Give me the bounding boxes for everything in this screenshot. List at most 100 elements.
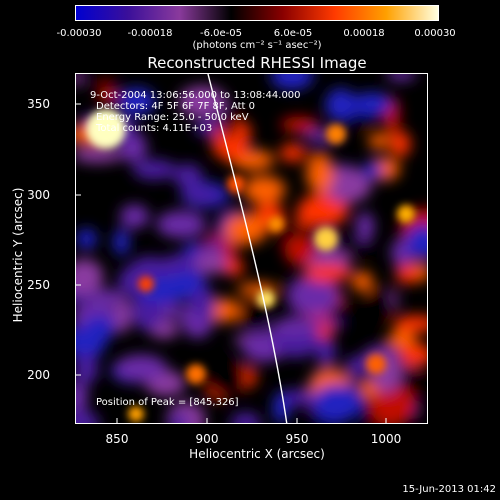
intensity-blob [367,286,395,320]
intensity-blob [352,271,373,293]
colorbar-tick: -0.00018 [127,28,173,39]
intensity-blob [204,359,248,397]
intensity-blob [280,143,305,162]
intensity-blob [181,187,221,203]
intensity-peaks [86,109,415,422]
y-axis-label: Heliocentric Y (arcsec) [11,187,25,323]
intensity-peak [314,227,338,251]
intensity-peak [186,364,206,384]
intensity-blob [195,251,230,275]
intensity-peak [257,290,275,308]
intensity-blob [132,159,176,180]
intensity-blob [280,116,318,133]
intensity-blob [405,223,427,259]
intensity-blob [97,85,118,104]
intensity-blob [92,289,125,304]
intensity-blob [224,259,244,276]
intensity-blob [239,299,270,332]
intensity-peak [366,354,386,374]
intensity-peak [138,276,154,292]
colorbar [75,5,439,21]
intensity-blob [165,303,182,319]
x-tick-label: 950 [285,432,309,446]
intensity-blob [395,265,419,284]
intensity-blob [311,383,363,422]
peak-position-label: Position of Peak = [845,326] [96,397,239,408]
intensity-blob [83,315,115,343]
intensity-blob [76,74,119,82]
intensity-blob [355,211,375,242]
intensity-blob [76,228,97,250]
intensity-peak [128,406,144,422]
intensity-blob [322,168,372,203]
intensity-blob [113,228,130,256]
intensity-blob [393,315,427,333]
image-plot: 9-Oct-2004 13:06:56.000 to 13:08:44.000 … [75,73,428,424]
intensity-blob [212,127,249,161]
intensity-blob [173,163,203,188]
intensity-blob [389,131,411,157]
solar-limb-line [207,74,288,423]
y-tick-label: 250 [27,278,50,292]
colorbar-tick: 0.00018 [343,28,385,39]
intensity-blob [368,133,390,149]
intensity-blob [115,354,167,382]
intensity-peak [326,124,346,144]
intensity-blob [76,258,104,295]
intensity-blob [178,85,227,118]
intensity-blob [397,344,427,366]
intensity-blob [116,87,156,116]
energy-range-label: Energy Range: 25.0 - 50.0 keV [96,112,249,123]
intensity-blob [315,337,336,367]
intensity-blob [270,74,314,90]
rhessi-image [76,74,427,423]
colorbar-tick: 0.00030 [414,28,456,39]
colorbar-tick: -6.0e-05 [200,28,242,39]
intensity-blob [119,204,149,229]
intensity-blob [113,297,131,334]
intensity-blob [344,356,370,374]
colorbar-tick: 6.0e-05 [273,28,313,39]
time-range-label: 9-Oct-2004 13:06:56.000 to 13:08:44.000 [90,90,301,101]
intensity-blob [221,100,239,139]
intensity-blob [156,210,206,239]
intensity-blob [76,353,99,385]
intensity-blob [284,236,316,266]
intensity-blob [296,206,314,226]
y-tick-label: 300 [27,188,50,202]
detectors-label: Detectors: 4F 5F 6F 7F 8F, Att 0 [96,101,256,112]
intensity-blob [314,324,334,339]
intensity-blob [230,412,262,423]
y-tick-label: 350 [27,97,50,111]
intensity-blob [76,410,100,423]
intensity-blob [329,303,352,323]
intensity-blob [224,213,268,245]
intensity-blob [191,287,216,320]
intensity-peak [86,109,126,149]
intensity-blob [203,240,222,255]
intensity-blob [168,412,189,423]
intensity-blob [325,88,356,122]
plot-title: Reconstructed RHESSI Image [147,54,367,72]
intensity-peak [397,205,415,223]
intensity-blob [369,386,416,423]
x-tick-label: 1000 [370,432,402,446]
x-axis-label: Heliocentric X (arcsec) [189,447,325,461]
colorbar-units: (photons cm⁻² s⁻¹ asec⁻²) [192,40,322,51]
y-tick-label: 200 [27,368,50,382]
intensity-blob [242,176,286,204]
intensity-blob [385,74,417,81]
total-counts-label: Total counts: 4.11E+03 [96,123,213,134]
intensity-peak [268,216,284,232]
x-tick-label: 850 [105,432,129,446]
intensity-blob [119,132,147,163]
colorbar-tick: -0.00030 [56,28,102,39]
intensity-blob [306,156,334,193]
intensity-blob [160,254,203,275]
intensity-blob [332,239,374,255]
intensity-blob [303,264,352,282]
x-tick-label: 900 [195,432,219,446]
intensity-blob [362,161,383,179]
intensity-blob [137,288,169,302]
